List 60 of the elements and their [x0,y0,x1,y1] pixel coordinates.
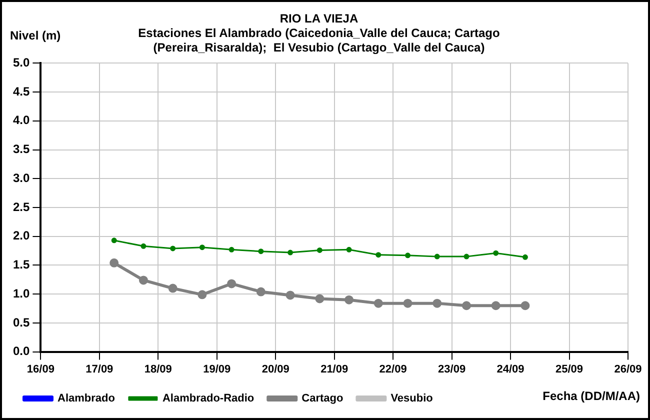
y-tick-label: 0.5 [12,315,30,330]
y-tick-label: 0.0 [12,344,30,358]
point [258,248,264,254]
point [138,276,148,285]
point [462,301,471,310]
x-tick-label: 24/09 [496,363,524,376]
x-tick-label: 21/09 [320,363,348,376]
point [170,246,176,252]
x-tick-label: 20/09 [262,363,290,376]
point [434,254,440,260]
point [168,284,178,293]
legend-label: Alambrado [58,392,116,405]
legend-label: Vesubio [390,392,434,405]
y-tick-label: 5.0 [12,56,30,70]
y-tick-label: 2.0 [12,228,30,243]
x-tick-label: 18/09 [144,363,172,376]
point [344,295,354,304]
legend-label: Alambrado-Radio [162,392,254,405]
x-tick-label: 25/09 [556,363,584,376]
y-tick-label: 2.5 [12,200,30,214]
x-tick-label: 22/09 [379,363,407,376]
y-tick-label: 4.5 [12,84,30,98]
point [140,243,146,249]
y-tick-label: 3.0 [12,170,30,185]
y-tick-label: 4.0 [12,113,30,128]
point [374,298,383,308]
point [403,298,412,308]
x-axis-title: Fecha (DD/M/AA) [542,388,640,403]
point [227,279,236,288]
x-tick-label: 16/09 [26,363,54,376]
point [199,244,205,250]
point [198,290,207,300]
point [228,246,234,252]
y-tick-label: 3.5 [12,142,30,156]
point [376,252,382,258]
x-tick-label: 19/09 [203,363,231,376]
point [493,250,499,256]
x-tick-label: 17/09 [86,363,114,376]
point [491,301,500,310]
point [346,246,352,252]
point [464,254,470,260]
x-tick-label: 26/09 [614,363,642,376]
y-tick-label: 1.5 [12,258,30,272]
point [256,287,266,296]
point [520,301,530,310]
point [316,247,322,253]
x-tick-label: 23/09 [438,363,466,376]
point [405,252,411,258]
point [315,294,324,304]
y-tick-label: 1.0 [12,286,30,300]
point [288,250,294,256]
point [432,298,442,308]
point [522,254,528,260]
chart-subtitle: Estaciones El Alambrado (Caicedonia_Valle del Cauca; Cartago (Pereira_Risaralda); El Vesubio (Cartago_Valle del Cauca) [138,26,500,54]
point [111,238,117,244]
point [110,258,119,268]
chart-title: RIO LA VIEJA [280,12,358,26]
point [286,290,295,300]
legend-label: Cartago [302,392,344,405]
y-axis-title: Nivel (m) [10,28,61,42]
